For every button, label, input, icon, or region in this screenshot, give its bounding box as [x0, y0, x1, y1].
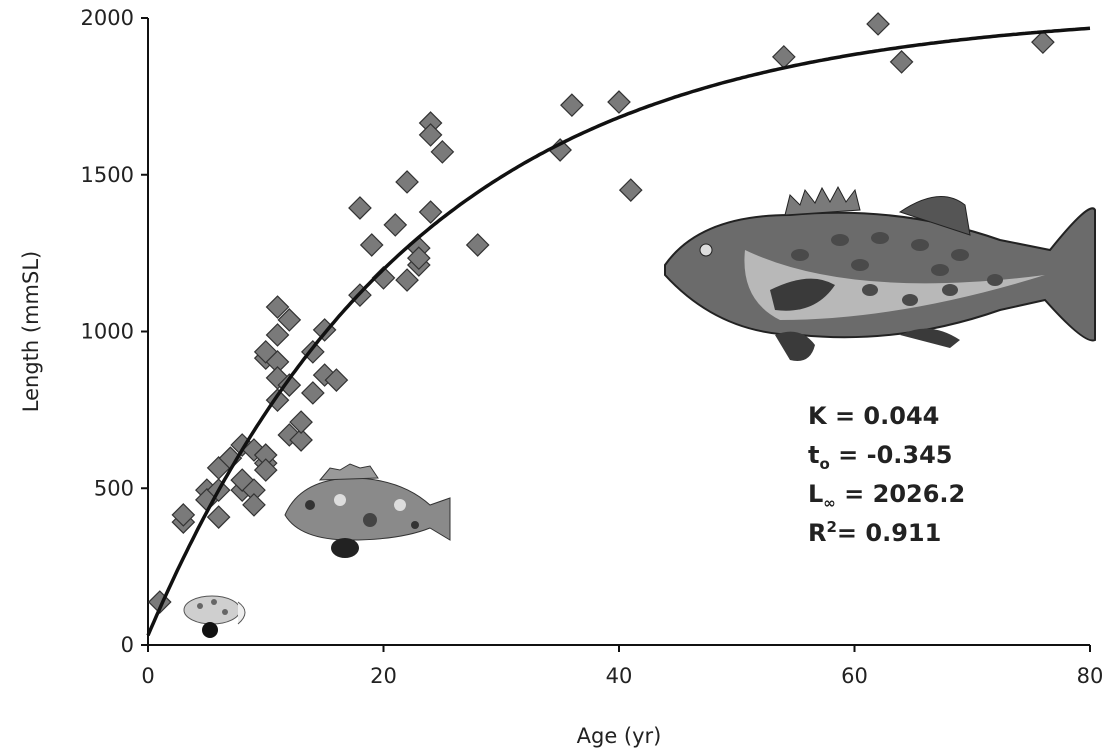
parameter-value: = 0.044	[827, 402, 940, 430]
parameter-value: = 0.911	[837, 519, 941, 547]
y-tick-label: 1500	[81, 163, 134, 187]
y-axis-label: Length (mmSL)	[19, 251, 43, 412]
data-point	[467, 234, 489, 256]
chart: 0 500 1000 1500 2000 0 20 40 60 80 Age (yr) Length …	[0, 0, 1114, 753]
data-point	[420, 124, 442, 146]
data-point	[349, 197, 371, 219]
y-tick-label: 1000	[81, 320, 134, 344]
parameter-symbol: K	[808, 402, 828, 430]
y-tick-label: 2000	[81, 6, 134, 30]
fit-parameter: to = -0.345	[808, 441, 953, 473]
data-point	[361, 234, 383, 256]
data-point	[208, 506, 230, 528]
parameter-value: = 2026.2	[836, 480, 965, 508]
fit-parameter: R2= 0.911	[808, 518, 941, 547]
data-point	[891, 51, 913, 73]
x-tick-label: 0	[141, 664, 154, 688]
data-point	[431, 141, 453, 163]
parameter-symbol: t	[808, 441, 819, 469]
x-tick-label: 20	[370, 664, 397, 688]
parameter-subscript: o	[819, 455, 829, 473]
fit-parameter: L∞ = 2026.2	[808, 480, 965, 512]
data-point	[867, 13, 889, 35]
fit-curve	[148, 28, 1090, 635]
data-point	[608, 91, 630, 113]
data-point	[620, 179, 642, 201]
data-point	[561, 94, 583, 116]
parameter-subscript: ∞	[823, 494, 836, 512]
y-tick-label: 500	[94, 476, 134, 500]
x-tick-label: 80	[1077, 664, 1104, 688]
data-point	[1032, 31, 1054, 53]
data-point	[384, 214, 406, 236]
data-point	[302, 382, 324, 404]
data-point	[396, 171, 418, 193]
parameter-symbol: L	[808, 480, 823, 508]
y-tick-label: 0	[121, 633, 134, 657]
parameter-value: = -0.345	[830, 441, 953, 469]
x-axis-label: Age (yr)	[577, 724, 662, 748]
parameter-symbol: R	[808, 519, 826, 547]
x-tick-label: 60	[841, 664, 868, 688]
fish-illustration	[184, 187, 1095, 638]
parameter-superscript: 2	[826, 518, 836, 536]
fit-parameter: K = 0.044	[808, 402, 939, 430]
x-tick-label: 40	[606, 664, 633, 688]
